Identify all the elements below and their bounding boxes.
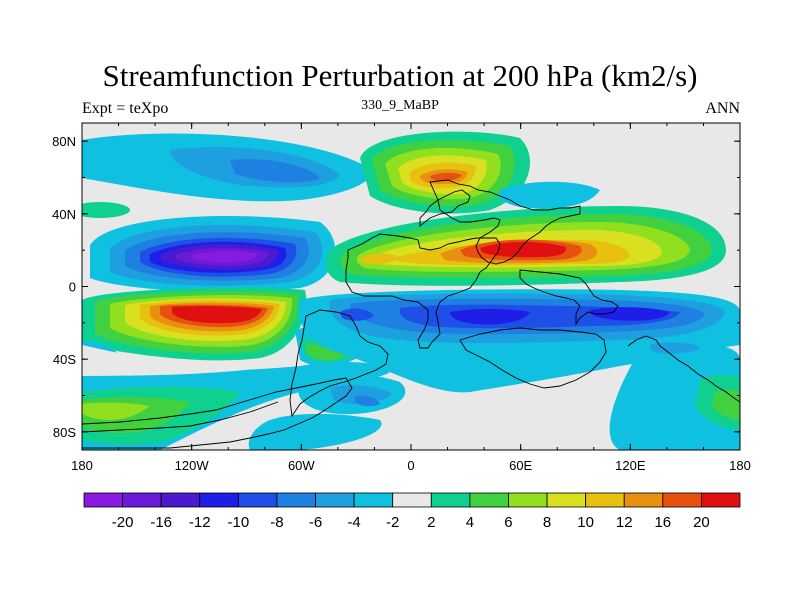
- colorbar-label: 6: [504, 514, 512, 531]
- y-tick-label: 0: [69, 280, 76, 295]
- colorbar-label: -10: [228, 514, 250, 531]
- colorbar-swatch: [469, 492, 509, 508]
- colorbar-swatch: [392, 492, 432, 508]
- colorbar-label: -2: [386, 514, 399, 531]
- coastlines: [82, 179, 740, 449]
- colorbar-swatch: [83, 492, 123, 508]
- y-tick-label: 80S: [53, 425, 76, 440]
- coastline-africa: [345, 233, 501, 349]
- colorbar: -20 -16 -12 -10 -8 -6 -4 -2 2 4 6 8 10 12 16 20: [83, 492, 741, 531]
- colorbar-swatch: [122, 492, 162, 508]
- x-tick-label: 120W: [175, 458, 210, 473]
- coastline-australia: [459, 327, 607, 389]
- colorbar-swatch: [353, 492, 394, 508]
- contour-gap-south-pacific: [82, 345, 290, 376]
- colorbar-label: -6: [309, 514, 322, 531]
- colorbar-label: 16: [654, 514, 671, 531]
- contour-blob-west-40n: [82, 202, 130, 218]
- colorbar-swatch: [662, 492, 702, 508]
- coastline-europe: [419, 189, 471, 227]
- colorbar-swatch: [430, 492, 471, 508]
- colorbar-label: -4: [347, 514, 360, 531]
- colorbar-label: 4: [466, 514, 474, 531]
- x-tick-label: 120E: [615, 458, 646, 473]
- colorbar-swatch: [237, 492, 278, 508]
- coastline-antarctica: [82, 377, 353, 449]
- colorbar-swatch: [623, 492, 664, 508]
- contour-negative-pacific-north: [90, 215, 336, 292]
- contour-top-left-band: [82, 133, 372, 202]
- colorbar-swatch: [585, 492, 625, 508]
- x-tick-label: 60W: [288, 458, 315, 473]
- coastline-asia: [429, 179, 581, 265]
- colorbar-label: 10: [577, 514, 594, 531]
- colorbar-swatch: [701, 492, 741, 508]
- colorbar-swatch: [315, 492, 355, 508]
- contour-blob-asia: [498, 181, 600, 209]
- contour-southeast-pacific: [609, 342, 740, 450]
- colorbar-label: 12: [616, 514, 633, 531]
- y-tick-label: 40N: [52, 207, 76, 222]
- colorbar-swatch: [276, 492, 316, 508]
- contour-south-atlantic: [248, 326, 406, 450]
- y-tick-label: 80N: [52, 134, 76, 149]
- colorbar-swatch: [199, 492, 239, 508]
- x-tick-label: 0: [407, 458, 414, 473]
- chart-title: Streamfunction Perturbation at 200 hPa (…: [102, 58, 698, 93]
- contour-positive-pacific-south: [82, 287, 307, 361]
- colorbar-label: 8: [543, 514, 551, 531]
- x-tick-label: 180: [71, 458, 93, 473]
- season-label: ANN: [705, 100, 740, 117]
- contour-negative-indian-ocean: [298, 289, 740, 393]
- coastline-antarctica-shelf: [82, 401, 279, 433]
- colorbar-label: 2: [427, 514, 435, 531]
- y-tick-label: 40S: [53, 352, 76, 367]
- case-label: 330_9_MaBP: [361, 98, 439, 113]
- colorbar-label: 20: [693, 514, 710, 531]
- x-tick-label: 60E: [509, 458, 532, 473]
- colorbar-swatch: [160, 492, 201, 508]
- experiment-label: Expt = teXpo: [82, 100, 169, 117]
- coastline-new-zealand: [627, 335, 740, 403]
- colorbar-label: -20: [112, 514, 134, 531]
- x-tick-label: 180: [729, 458, 751, 473]
- coastline-south-america: [289, 309, 389, 418]
- coastline-maritime: [519, 269, 619, 326]
- colorbar-label: -8: [270, 514, 283, 531]
- colorbar-label: -16: [150, 514, 172, 531]
- x-axis: 180 120W 60W 0 60E 120E 180: [71, 123, 751, 473]
- colorbar-swatch: [508, 492, 548, 508]
- colorbar-label: -12: [189, 514, 211, 531]
- y-axis: 80N 40N 0 40S 80S: [52, 134, 740, 440]
- colorbar-swatch: [546, 492, 587, 508]
